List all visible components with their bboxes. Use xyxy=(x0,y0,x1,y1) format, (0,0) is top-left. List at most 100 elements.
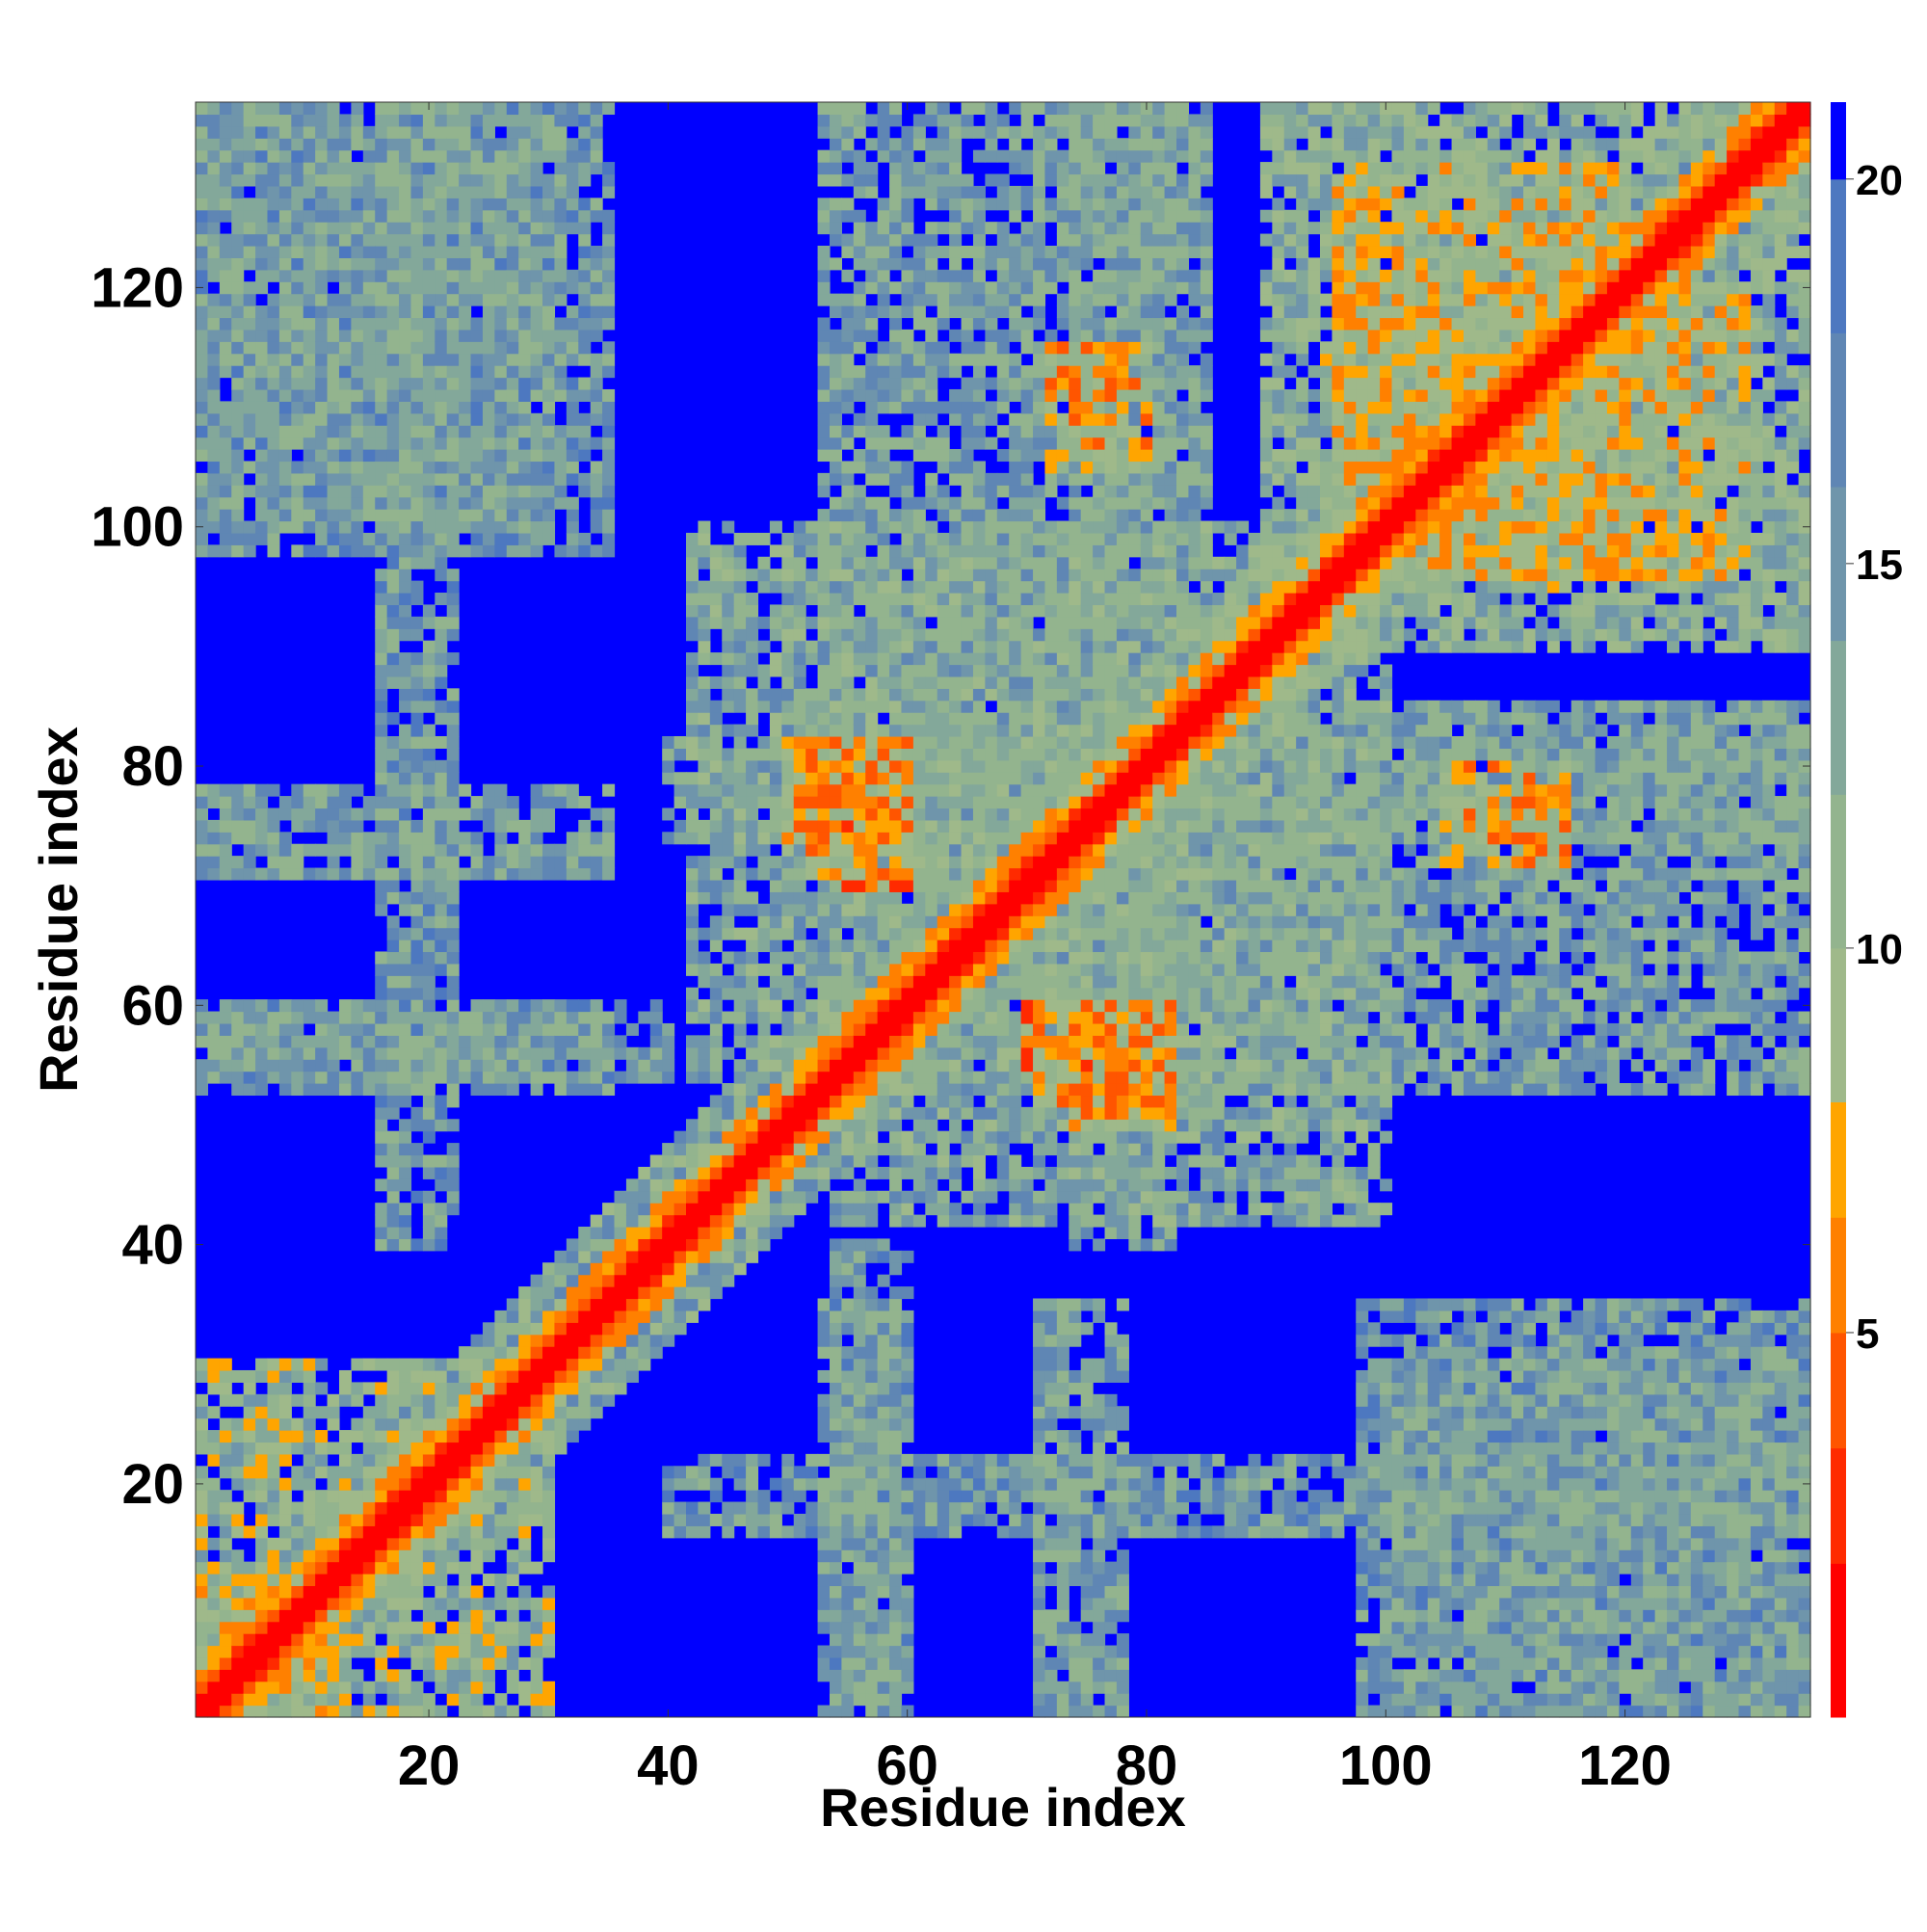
heatmap-cell xyxy=(602,185,616,198)
heatmap-cell xyxy=(446,580,460,594)
heatmap-cell xyxy=(494,412,508,426)
heatmap-cell xyxy=(769,951,782,965)
heatmap-cell xyxy=(375,269,388,282)
heatmap-cell xyxy=(578,449,592,463)
heatmap-cell xyxy=(303,1585,316,1599)
heatmap-cell xyxy=(590,472,603,486)
heatmap-cell xyxy=(196,1071,209,1084)
heatmap-cell xyxy=(937,1190,950,1204)
heatmap-cell xyxy=(841,1549,855,1563)
heatmap-cell xyxy=(805,593,819,606)
heatmap-cell xyxy=(709,1190,723,1204)
heatmap-cell xyxy=(829,1585,842,1599)
heatmap-cell xyxy=(291,353,304,366)
heatmap-cell xyxy=(793,975,806,989)
heatmap-cell xyxy=(399,317,412,331)
heatmap-cell xyxy=(446,341,460,355)
heatmap-cell xyxy=(638,1346,651,1360)
heatmap-cell xyxy=(602,1203,616,1216)
heatmap-cell xyxy=(506,867,519,881)
heatmap-cell xyxy=(446,927,460,940)
heatmap-cell xyxy=(267,1490,280,1503)
heatmap-cell xyxy=(196,102,209,116)
heatmap-cell xyxy=(459,185,472,198)
heatmap-cell xyxy=(446,1059,460,1072)
heatmap-cell xyxy=(386,1406,400,1419)
heatmap-cell xyxy=(865,532,879,545)
heatmap-cell xyxy=(901,1022,914,1036)
heatmap-cell xyxy=(925,975,938,989)
heatmap-cell xyxy=(542,1059,556,1072)
heatmap-cell xyxy=(841,724,855,737)
heatmap-cell xyxy=(901,1549,914,1563)
heatmap-cell xyxy=(889,1430,903,1443)
heatmap-cell xyxy=(805,569,819,582)
heatmap-cell xyxy=(255,1071,269,1084)
heatmap-cell xyxy=(351,377,364,390)
heatmap-cell xyxy=(937,796,950,809)
heatmap-cell xyxy=(841,975,855,989)
heatmap-cell xyxy=(925,1501,938,1515)
heatmap-cell xyxy=(817,125,831,139)
heatmap-cell xyxy=(303,269,316,282)
heatmap-cell xyxy=(566,102,579,116)
heatmap-cell xyxy=(399,796,412,809)
heatmap-cell xyxy=(494,1693,508,1707)
heatmap-cell xyxy=(278,257,292,271)
heatmap-cell xyxy=(422,329,436,342)
heatmap-cell xyxy=(375,1525,388,1539)
heatmap-cell xyxy=(422,509,436,522)
heatmap-cell xyxy=(362,1011,376,1024)
heatmap-cell xyxy=(566,496,579,510)
heatmap-cell xyxy=(889,509,903,522)
heatmap-cell xyxy=(937,1106,950,1120)
heatmap-cell xyxy=(410,628,424,642)
heatmap-cell xyxy=(219,1561,232,1575)
heatmap-cell xyxy=(793,520,806,534)
heatmap-cell xyxy=(362,856,376,869)
heatmap-cell xyxy=(291,1417,304,1431)
heatmap-cell xyxy=(662,832,675,845)
heatmap-cell xyxy=(949,1106,963,1120)
heatmap-cell xyxy=(518,1022,532,1036)
heatmap-cell xyxy=(781,891,795,905)
heatmap-cell xyxy=(817,1669,831,1682)
heatmap-cell xyxy=(446,832,460,845)
heatmap-cell xyxy=(196,796,209,809)
heatmap-cell xyxy=(841,496,855,510)
heatmap-cell xyxy=(494,509,508,522)
heatmap-cell xyxy=(853,1262,866,1276)
heatmap-cell xyxy=(386,1645,400,1658)
heatmap-cell xyxy=(399,401,412,414)
heatmap-cell xyxy=(865,1501,879,1515)
heatmap-cell xyxy=(375,1238,388,1252)
heatmap-cell xyxy=(901,1011,914,1024)
heatmap-cell xyxy=(554,1071,568,1084)
heatmap-cell xyxy=(638,1011,651,1024)
heatmap-cell xyxy=(375,162,388,175)
heatmap-cell xyxy=(410,365,424,379)
heatmap-cell xyxy=(267,305,280,319)
heatmap-cell xyxy=(542,867,556,881)
heatmap-cell xyxy=(877,927,890,940)
heatmap-cell xyxy=(231,162,245,175)
heatmap-cell xyxy=(829,688,842,701)
heatmap-cell xyxy=(482,114,495,127)
heatmap-cell xyxy=(386,580,400,594)
heatmap-cell xyxy=(590,856,603,869)
heatmap-cell xyxy=(662,1466,675,1479)
heatmap-cell xyxy=(578,1035,592,1048)
heatmap-cell xyxy=(590,999,603,1013)
heatmap-cell xyxy=(243,1406,256,1419)
heatmap-cell xyxy=(422,269,436,282)
heatmap-cell xyxy=(817,1106,831,1120)
heatmap-cell xyxy=(435,616,448,629)
heatmap-cell xyxy=(410,1705,424,1718)
heatmap-cell xyxy=(912,712,926,726)
heatmap-cell xyxy=(673,832,687,845)
heatmap-cell xyxy=(912,1143,926,1156)
heatmap-cell xyxy=(327,102,340,116)
heatmap-cell xyxy=(793,652,806,666)
heatmap-cell xyxy=(243,1633,256,1647)
heatmap-cell xyxy=(435,305,448,319)
